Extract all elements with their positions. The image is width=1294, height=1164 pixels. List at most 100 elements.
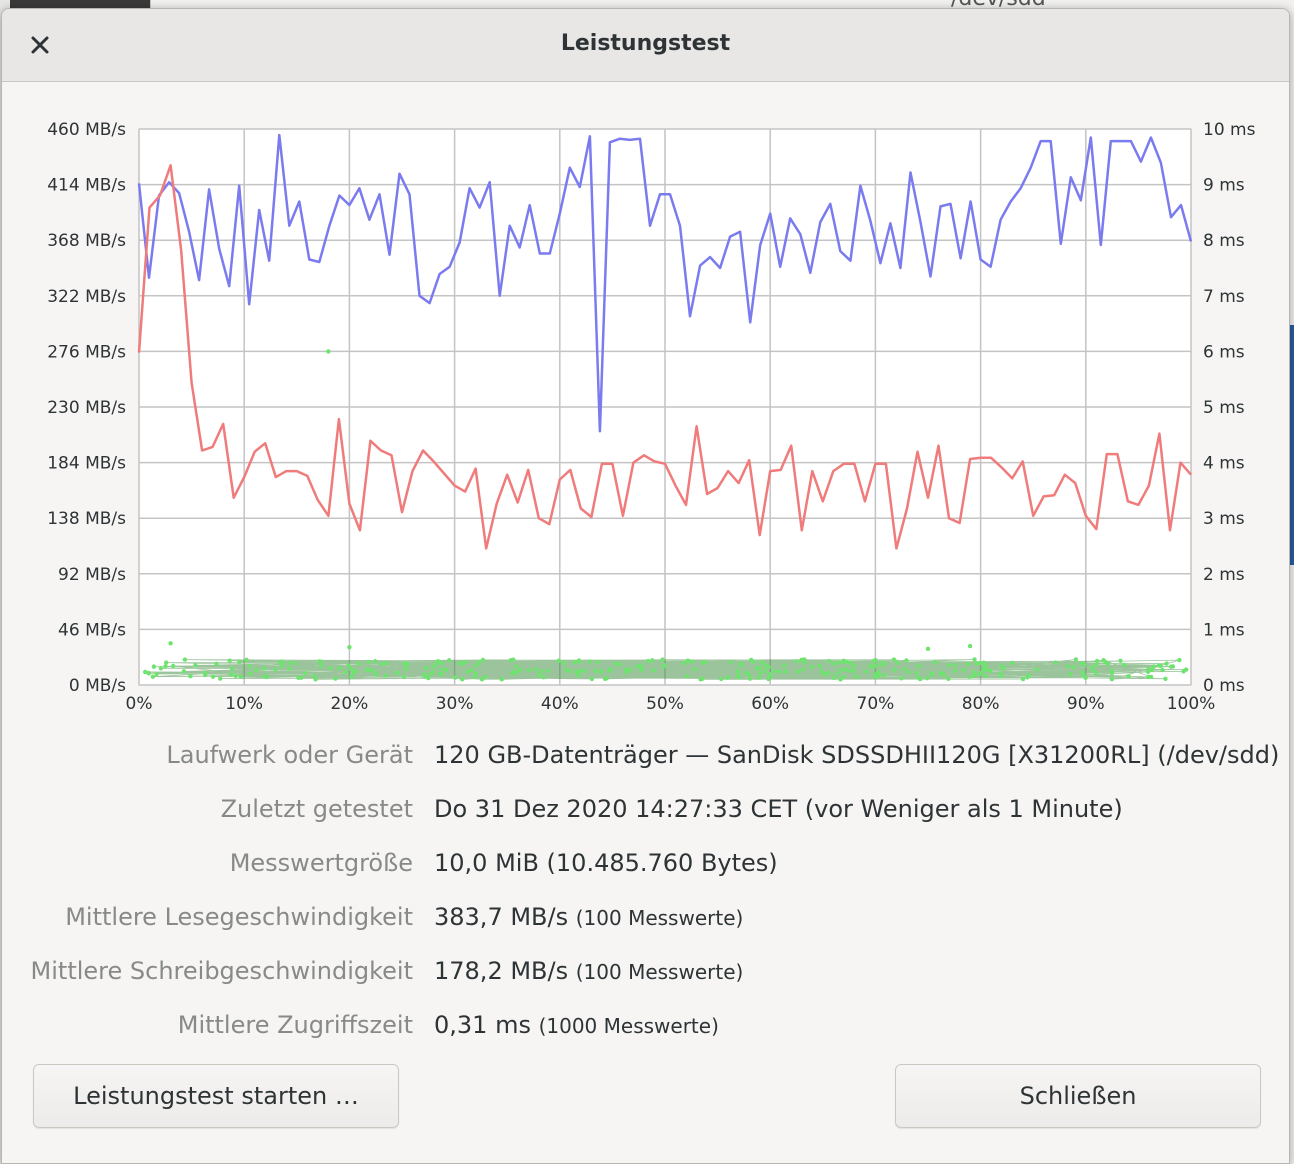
access-time-point (916, 663, 921, 669)
access-time-point (577, 668, 583, 674)
access-time-point (292, 660, 298, 666)
y-left-tick-label: 322 MB/s (47, 287, 126, 307)
access-time-point (296, 675, 301, 680)
access-time-point (154, 671, 159, 677)
access-time-point (151, 664, 157, 669)
access-time-point (247, 671, 253, 676)
access-time-point (1094, 670, 1099, 676)
detail-value-write-rate: 178,2 MB/s (100 Messwerte) (434, 957, 743, 985)
access-time-point (510, 671, 515, 676)
x-tick-label: 90% (1067, 694, 1105, 714)
access-time-point (834, 671, 840, 676)
access-time-point (168, 641, 173, 646)
y-right-tick-label: 6 ms (1203, 342, 1245, 362)
access-time-point (725, 675, 731, 680)
access-time-point (346, 663, 351, 668)
access-time-point (751, 659, 756, 664)
access-time-point (452, 675, 458, 680)
access-time-point (998, 671, 1003, 676)
access-time-point (273, 667, 278, 672)
access-time-point (210, 674, 216, 679)
access-time-point (422, 672, 427, 677)
access-time-point (977, 671, 982, 677)
access-time-point (757, 670, 763, 676)
access-time-point (317, 659, 322, 664)
y-left-tick-label: 368 MB/s (47, 231, 126, 251)
access-time-point (286, 660, 292, 666)
access-time-point (763, 662, 768, 668)
access-time-point (988, 668, 993, 673)
access-time-point (351, 670, 356, 675)
access-time-point (228, 672, 234, 677)
access-time-point (479, 677, 485, 682)
access-time-point (736, 674, 742, 680)
access-time-point (838, 667, 844, 672)
close-dialog-button[interactable]: Schließen (895, 1064, 1261, 1128)
access-time-point (164, 660, 169, 665)
access-time-point (526, 667, 531, 673)
access-time-point (933, 659, 938, 665)
access-time-point (327, 665, 332, 671)
start-benchmark-button[interactable]: Leistungstest starten … (33, 1064, 399, 1128)
access-time-point (972, 657, 977, 662)
access-time-point (572, 659, 577, 665)
access-time-point (473, 670, 479, 676)
access-time-point (499, 677, 504, 682)
access-time-point (593, 668, 598, 673)
access-time-point (841, 658, 846, 664)
access-time-point (1082, 662, 1087, 667)
access-time-point (940, 671, 945, 676)
access-time-point (817, 663, 822, 668)
access-time-point (158, 666, 164, 671)
access-time-point (983, 673, 988, 678)
x-tick-label: 20% (331, 694, 369, 714)
access-time-point (782, 663, 787, 668)
access-time-point (1090, 667, 1095, 673)
access-time-point (428, 672, 433, 677)
access-time-point (556, 658, 561, 663)
access-time-point (446, 658, 452, 663)
access-time-point (952, 663, 958, 668)
access-time-samples: (1000 Messwerte) (538, 1014, 719, 1038)
access-time-point (799, 657, 804, 662)
access-time-point (1109, 676, 1115, 682)
access-time-point (444, 667, 449, 673)
detail-label-last-tested: Zuletzt getestet (220, 795, 413, 823)
access-time-point (1094, 658, 1100, 664)
y-left-tick-label: 230 MB/s (47, 398, 126, 418)
access-time-point (967, 643, 973, 649)
access-time-point (237, 659, 242, 664)
access-time-point (247, 663, 252, 669)
access-time-point (423, 665, 429, 671)
access-time-point (465, 669, 470, 674)
access-time-point (826, 658, 832, 664)
access-time-point (848, 660, 853, 666)
y-left-tick-label: 184 MB/s (47, 454, 126, 474)
access-time-point (482, 674, 488, 680)
access-time-point (924, 675, 930, 681)
access-time-point (150, 674, 156, 679)
access-time-point (401, 674, 407, 679)
access-time-point (645, 658, 651, 664)
access-time-point (809, 664, 814, 670)
access-time-point (370, 668, 376, 674)
access-time-point (460, 677, 465, 682)
access-time-point (638, 663, 643, 668)
access-time-point (333, 676, 338, 681)
y-right-tick-label: 8 ms (1203, 231, 1245, 251)
access-time-point (863, 669, 869, 674)
access-time-point (841, 674, 846, 679)
access-time-point (202, 672, 208, 678)
access-time-point (182, 657, 188, 662)
close-button[interactable] (22, 27, 58, 63)
access-time-value: 0,31 ms (434, 1011, 539, 1039)
access-time-point (728, 659, 734, 665)
access-time-point (193, 663, 198, 668)
access-time-point (735, 668, 741, 674)
access-time-point (874, 662, 879, 668)
access-time-point (651, 668, 656, 673)
y-left-tick-label: 460 MB/s (47, 120, 126, 140)
access-time-point (800, 667, 806, 672)
access-time-point (230, 666, 235, 672)
access-time-point (952, 668, 958, 674)
